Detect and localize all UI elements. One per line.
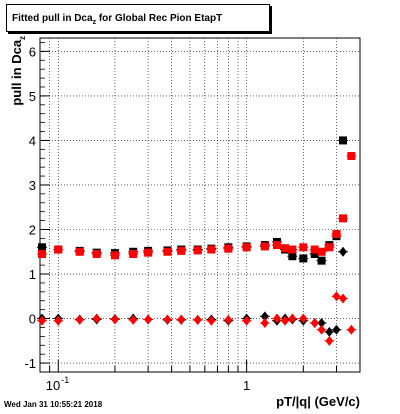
chart-title-box: Fitted pull in Dcaz for Global Rec Pion … [6,4,270,32]
data-point-diamond [92,313,101,324]
data-point-diamond [325,326,334,337]
data-point-diamond [242,315,251,326]
data-point-square [288,252,297,261]
data-point-diamond [347,324,356,335]
y-tick-label: 0 [29,312,36,327]
y-tick-label: -1 [24,356,36,371]
data-point-square [207,245,216,254]
y-tick-label: 3 [29,178,36,193]
data-point-square [317,247,326,256]
y-axis-label-main: pull in Dca [9,39,25,106]
data-point-diamond [339,246,348,257]
y-axis-label-subscript: z [17,35,27,40]
y-tick-label: 4 [29,133,36,148]
data-point-diamond [288,313,297,324]
chart-title: Fitted pull in Dca [12,13,93,24]
data-point-diamond [193,314,202,325]
data-point-diamond [207,315,216,326]
data-point-diamond [224,314,233,325]
data-point-square [260,242,269,251]
x-axis-label: pT/|q| (GeV/c) [276,394,360,409]
data-point-square [242,243,251,252]
data-point-diamond [339,293,348,304]
x-tick-label-exponent: -1 [61,375,69,385]
data-point-diamond [310,318,319,329]
data-point-diamond [272,313,281,324]
data-point-diamond [38,315,47,326]
plot-frame [39,37,361,373]
data-point-diamond [260,311,269,322]
data-point-square [54,245,63,254]
y-tick-label: 6 [29,44,36,59]
y-tick-label: 1 [29,267,36,282]
data-point-square [310,249,319,258]
data-point-square [339,214,348,223]
data-point-square [224,244,233,253]
data-point-square [110,251,119,260]
data-point-square [75,247,84,256]
data-point-square [144,248,153,257]
data-point-square [339,136,348,145]
chart-title-subscript: z [92,19,97,26]
x-tick-label: 10 [46,378,60,393]
y-tick-label: 2 [29,222,36,237]
data-point-square [177,246,186,255]
data-point-diamond [299,313,308,324]
data-point-square [299,243,308,252]
data-point-square [317,256,326,265]
chart-title-rest: for Global Rec Pion EtapT [96,13,223,24]
data-point-square [310,245,319,254]
data-point-diamond [325,335,334,346]
data-point-diamond [110,314,119,325]
data-point-square [347,152,356,161]
data-point-diamond [54,315,63,326]
data-point-diamond [260,318,269,329]
data-point-diamond [144,314,153,325]
data-point-diamond [317,324,326,335]
y-axis-label: pull in Dcaz [9,11,27,131]
data-point-square [272,241,281,250]
data-point-diamond [317,318,326,329]
data-point-diamond [75,314,84,325]
data-point-square [281,244,290,253]
x-tick-label: 1 [243,378,250,393]
data-point-diamond [163,314,172,325]
data-point-square [332,229,341,238]
data-point-square [38,249,47,258]
data-point-diamond [177,314,186,325]
data-point-square [92,249,101,258]
data-point-diamond [129,314,138,325]
data-point-diamond [332,324,341,335]
data-point-square [193,246,202,255]
data-point-square [38,243,47,252]
data-point-square [325,243,334,252]
data-point-square [288,245,297,254]
data-point-diamond [281,315,290,326]
data-point-square [129,249,138,258]
y-tick-label: 5 [29,89,36,104]
data-point-square [299,254,308,263]
timestamp: Wed Jan 31 10:55:21 2018 [4,400,103,409]
data-point-square [163,247,172,256]
